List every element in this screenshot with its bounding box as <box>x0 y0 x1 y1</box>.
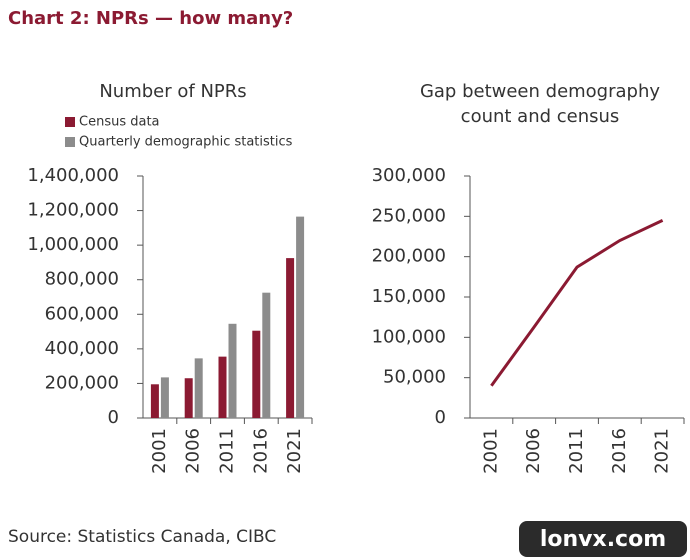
y-tick-label: 200,000 <box>45 372 119 393</box>
watermark-box <box>519 521 687 557</box>
y-tick-label: 0 <box>108 407 119 428</box>
y-tick-label: 300,000 <box>372 165 446 186</box>
source: Source: Statistics Canada, CIBC <box>8 527 276 547</box>
y-tick-label: 600,000 <box>45 303 119 324</box>
legend-swatch <box>65 117 75 127</box>
x-tick-label: 2016 <box>609 428 630 474</box>
y-tick-label: 1,200,000 <box>27 200 119 221</box>
bar <box>218 356 227 418</box>
y-tick-label: 1,000,000 <box>27 234 119 255</box>
bar <box>150 384 159 418</box>
bar <box>160 377 169 418</box>
x-tick-label: 2006 <box>523 428 544 474</box>
y-tick-label: 100,000 <box>372 326 446 347</box>
y-tick-label: 1,400,000 <box>27 165 119 186</box>
y-tick-label: 200,000 <box>372 246 446 267</box>
y-tick-label: 50,000 <box>383 367 446 388</box>
x-tick-label: 2011 <box>566 428 587 474</box>
x-tick-label: 2001 <box>480 428 501 474</box>
x-tick-label: 2021 <box>284 428 305 474</box>
chart-title: count and census <box>461 106 620 127</box>
x-tick-label: 2021 <box>652 428 673 474</box>
y-tick-label: 800,000 <box>45 269 119 290</box>
watermark: lonvx.com <box>540 527 666 552</box>
y-tick-label: 150,000 <box>372 286 446 307</box>
legend-label: Census data <box>79 115 160 130</box>
bar <box>194 358 203 418</box>
bar <box>228 323 237 418</box>
bar <box>296 216 305 418</box>
bar <box>252 330 261 418</box>
bar <box>286 258 295 418</box>
chart-title: Gap between demography <box>420 81 660 102</box>
y-tick-label: 0 <box>435 407 446 428</box>
x-tick-label: 2016 <box>250 428 271 474</box>
chart-title: Number of NPRs <box>99 81 246 102</box>
x-tick-label: 2006 <box>183 428 204 474</box>
line <box>490 219 664 387</box>
legend-swatch <box>65 137 75 147</box>
bar <box>262 292 271 418</box>
bar <box>184 378 193 418</box>
y-tick-label: 400,000 <box>45 338 119 359</box>
x-tick-label: 2011 <box>217 428 238 474</box>
legend-label: Quarterly demographic statistics <box>79 135 293 150</box>
x-tick-label: 2001 <box>149 428 170 474</box>
page-title: Chart 2: NPRs — how many? <box>8 8 293 29</box>
y-tick-label: 250,000 <box>372 205 446 226</box>
